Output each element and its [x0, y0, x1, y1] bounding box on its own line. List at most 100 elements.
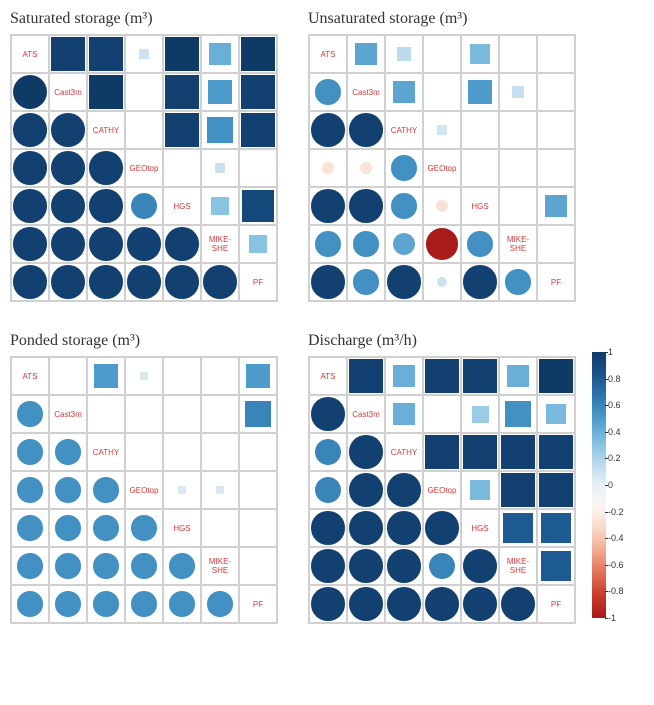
square-glyph — [241, 37, 275, 71]
matrix-cell — [201, 509, 239, 547]
circle-glyph — [55, 515, 80, 540]
matrix-cell — [11, 471, 49, 509]
diag-label: HGS — [471, 524, 488, 533]
chart-container: Saturated storage (m³) ATSCast3mCATHYGEO… — [10, 10, 644, 624]
circle-glyph — [311, 397, 344, 430]
diag-label: PF — [551, 600, 561, 609]
matrix-cell — [499, 263, 537, 301]
matrix-row: HGS — [11, 509, 277, 547]
matrix-cell — [11, 395, 49, 433]
square-glyph — [242, 190, 274, 222]
circle-glyph — [55, 553, 80, 578]
colorbar-tick: 0.8 — [608, 374, 621, 384]
matrix-cell — [11, 509, 49, 547]
circle-glyph — [463, 265, 496, 298]
tick-label: -0.4 — [608, 533, 624, 543]
matrix-row: GEOtop — [309, 149, 575, 187]
matrix-cell — [309, 471, 347, 509]
circle-glyph — [391, 155, 416, 180]
circle-glyph — [311, 549, 344, 582]
square-glyph — [211, 197, 230, 216]
square-glyph — [393, 365, 415, 387]
square-glyph — [208, 80, 232, 104]
circle-glyph — [315, 477, 341, 503]
panel-row-top: Saturated storage (m³) ATSCast3mCATHYGEO… — [10, 10, 644, 302]
square-glyph — [541, 513, 571, 543]
matrix: ATSCast3mCATHYGEOtopHGSMIKE-SHEPF — [308, 34, 576, 302]
matrix-cell: CATHY — [87, 111, 125, 149]
colorbar-tick: -0.4 — [608, 533, 624, 543]
matrix-cell: Cast3m — [347, 395, 385, 433]
matrix-cell — [309, 547, 347, 585]
square-glyph — [165, 75, 198, 108]
tick-label: 1 — [608, 347, 613, 357]
diag-label: ATS — [23, 50, 38, 59]
matrix-cell — [385, 471, 423, 509]
circle-glyph — [127, 265, 160, 298]
diag-label: MIKE-SHE — [500, 557, 536, 575]
square-glyph — [425, 359, 458, 392]
circle-glyph — [425, 587, 458, 620]
square-glyph — [89, 75, 123, 109]
square-glyph — [94, 364, 118, 388]
circle-glyph — [387, 473, 420, 506]
matrix-cell — [201, 395, 239, 433]
circle-glyph — [51, 265, 84, 298]
panel-title: Saturated storage (m³) — [10, 10, 278, 28]
circle-glyph — [17, 439, 42, 464]
matrix-cell — [385, 225, 423, 263]
matrix-cell — [201, 471, 239, 509]
matrix-row: PF — [309, 585, 575, 623]
matrix-cell — [537, 73, 575, 111]
matrix-row: ATS — [11, 35, 277, 73]
matrix-cell: CATHY — [385, 433, 423, 471]
matrix-cell — [125, 357, 163, 395]
square-glyph — [470, 44, 490, 64]
diag-label: PF — [551, 278, 561, 287]
circle-glyph — [501, 587, 534, 620]
square-glyph — [140, 372, 148, 380]
matrix-cell — [347, 35, 385, 73]
tick-line — [605, 379, 608, 380]
circle-glyph — [89, 151, 122, 184]
matrix-cell — [347, 471, 385, 509]
circle-glyph — [89, 227, 122, 260]
square-glyph — [393, 403, 415, 425]
matrix-cell — [537, 111, 575, 149]
diag-label: HGS — [173, 524, 190, 533]
matrix-cell — [309, 111, 347, 149]
matrix-row: PF — [11, 585, 277, 623]
matrix-cell — [385, 585, 423, 623]
circle-glyph — [165, 265, 198, 298]
matrix-cell — [423, 547, 461, 585]
square-glyph — [546, 404, 566, 424]
matrix-cell — [239, 471, 277, 509]
matrix-row: ATS — [11, 357, 277, 395]
matrix-cell — [239, 187, 277, 225]
matrix-cell — [309, 263, 347, 301]
matrix-row: CATHY — [11, 111, 277, 149]
matrix-row: HGS — [309, 187, 575, 225]
square-glyph — [470, 480, 490, 500]
matrix-cell — [309, 395, 347, 433]
matrix-cell: HGS — [163, 509, 201, 547]
diag-label: HGS — [173, 202, 190, 211]
colorbar-tick: 0.2 — [608, 453, 621, 463]
matrix-cell — [423, 509, 461, 547]
diag-label: Cast3m — [352, 410, 380, 419]
matrix-cell — [309, 149, 347, 187]
square-glyph — [349, 359, 382, 392]
matrix-cell — [461, 547, 499, 585]
square-glyph — [139, 49, 150, 60]
square-glyph — [505, 401, 530, 426]
square-glyph — [209, 43, 231, 65]
circle-glyph — [436, 200, 448, 212]
square-glyph — [165, 113, 198, 146]
matrix-cell — [347, 263, 385, 301]
matrix-cell — [423, 263, 461, 301]
circle-glyph — [315, 439, 341, 465]
matrix-cell — [537, 357, 575, 395]
tick-line — [605, 405, 608, 406]
matrix-cell — [201, 149, 239, 187]
matrix-cell — [49, 357, 87, 395]
